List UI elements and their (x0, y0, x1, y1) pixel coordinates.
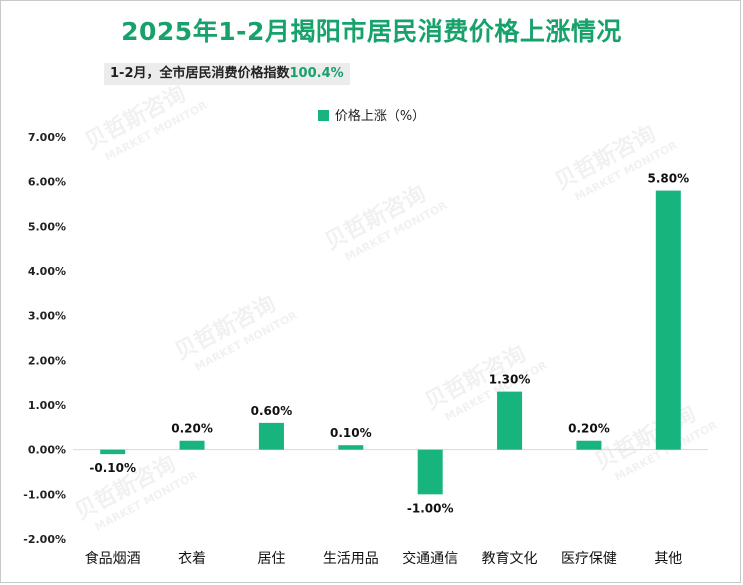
data-label: 0.10% (330, 426, 372, 440)
data-label: 1.30% (489, 373, 531, 387)
bar (655, 190, 681, 450)
y-tick-label: 6.00% (28, 176, 66, 189)
subtitle-prefix: 1-2月，全市居民消费价格指数 (110, 66, 290, 81)
category-label: 交通通信 (402, 550, 458, 567)
bar (258, 422, 284, 450)
category-label: 医疗保健 (561, 551, 617, 567)
bar (497, 391, 523, 450)
data-label: 5.80% (647, 172, 689, 186)
chart-legend: 价格上涨（%） (0, 105, 743, 124)
y-tick-label: -1.00% (23, 488, 66, 501)
bar (576, 440, 602, 450)
chart-subtitle: 1-2月，全市居民消费价格指数100.4% (104, 63, 350, 85)
data-label: 0.60% (251, 404, 293, 418)
bar (338, 445, 364, 450)
y-tick-label: -2.00% (23, 533, 66, 546)
chart-title: 2025年1-2月揭阳市居民消费价格上涨情况 (121, 17, 622, 46)
subtitle-value: 100.4% (289, 66, 344, 81)
category-label: 教育文化 (482, 551, 538, 567)
category-label: 生活用品 (323, 551, 379, 567)
data-label: 0.20% (171, 422, 213, 436)
category-label: 居住 (257, 551, 285, 567)
category-label: 衣着 (178, 551, 206, 567)
y-tick-label: 2.00% (28, 354, 66, 367)
bar (179, 440, 205, 450)
y-tick-label: 7.00% (28, 131, 66, 144)
legend-swatch (317, 110, 329, 121)
legend-label: 价格上涨（%） (334, 109, 426, 124)
category-label: 食品烟酒 (85, 550, 141, 567)
data-label: 0.20% (568, 422, 610, 436)
bar (417, 449, 443, 495)
y-tick-label: 4.00% (28, 265, 66, 278)
y-tick-label: 0.00% (28, 444, 66, 457)
y-tick-label: 1.00% (28, 399, 66, 412)
y-tick-label: 3.00% (28, 310, 66, 323)
category-label: 其他 (654, 551, 682, 567)
data-label: -0.10% (89, 461, 136, 475)
y-tick-label: 5.00% (28, 220, 66, 233)
bar (100, 449, 126, 455)
data-label: -1.00% (407, 501, 454, 515)
